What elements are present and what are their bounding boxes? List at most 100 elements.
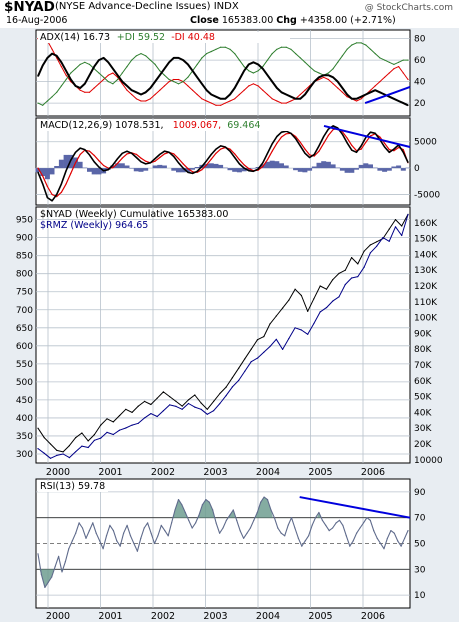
- adx-series-adx-point: [182, 59, 184, 61]
- macd-signal-line-point: [280, 136, 283, 138]
- adx-series-adx-point: [355, 98, 358, 100]
- rmz-line-point: [112, 433, 114, 436]
- macd-signal-line-point: [299, 141, 301, 143]
- nyad-line-point: [244, 358, 246, 360]
- macd-line-point: [304, 152, 306, 154]
- adx-series-di-point: [51, 96, 53, 98]
- rsi-line-point: [249, 527, 251, 529]
- macd-line-point: [341, 133, 343, 135]
- adx-series-di-point: [402, 59, 404, 61]
- rsi-legend-bg: [38, 481, 108, 492]
- price-x-label: 2001: [98, 467, 122, 478]
- rsi-line-point: [287, 524, 289, 527]
- macd-line-point: [351, 149, 353, 151]
- rsi-line-point: [236, 519, 238, 521]
- adx-series-di-point: [384, 59, 386, 61]
- adx-series-adx-point: [384, 93, 386, 96]
- rmz-line-point: [263, 351, 265, 353]
- macd-histogram-bar: [274, 161, 280, 169]
- nyad-line-point: [200, 402, 202, 404]
- macd-line-point: [257, 168, 259, 170]
- macd-histogram-bar: [302, 168, 308, 173]
- macd-line-point: [280, 131, 283, 133]
- adx-series-adx-point: [290, 96, 292, 98]
- adx-series-di-point: [201, 57, 203, 59]
- adx-series-di-point: [173, 81, 175, 83]
- price-right-tick-label: 150K: [414, 235, 438, 245]
- adx-series-adx-point: [238, 78, 240, 81]
- adx-series-adx-point: [215, 96, 217, 98]
- price-left-tick-label: 650: [16, 324, 33, 334]
- macd-line-point: [327, 128, 329, 130]
- adx-series-di-point: [168, 78, 170, 81]
- macd-line-point: [266, 152, 269, 154]
- adx-series-di-point: [384, 76, 386, 78]
- adx-series-adx-point: [252, 61, 254, 63]
- macd-histogram-bar: [391, 166, 397, 169]
- adx-series-di-point: [402, 72, 404, 74]
- adx-series-di-point: [220, 104, 222, 106]
- adx-series-di-point: [131, 93, 133, 96]
- macd-signal-line-point: [103, 164, 105, 167]
- adx-series-di-point: [327, 72, 329, 74]
- rsi-line-point: [260, 501, 262, 503]
- nyad-line-point: [294, 288, 296, 290]
- rsi-line-point: [177, 499, 180, 501]
- rmz-line-point: [93, 439, 95, 441]
- adx-series-adx-point: [313, 81, 315, 83]
- adx-series-adx-point: [149, 87, 151, 89]
- macd-histogram-bar: [386, 168, 392, 171]
- adx-series-di-point: [313, 70, 315, 72]
- rsi-trendline: [299, 496, 411, 519]
- adx-series-di-point: [280, 102, 283, 104]
- macd-histogram-bar: [129, 168, 135, 169]
- macd-signal-line-point: [229, 148, 231, 150]
- adx-series-di-point: [351, 44, 353, 46]
- macd-signal-line-point: [271, 150, 273, 152]
- macd-histogram-bar: [40, 168, 46, 176]
- adx-series-di-point: [224, 46, 226, 48]
- rsi-line-point: [47, 581, 49, 583]
- rsi-line-point: [150, 532, 152, 534]
- adx-series-adx-point: [51, 53, 53, 55]
- adx-series-adx-point: [398, 100, 400, 102]
- adx-series-di-point: [145, 100, 147, 102]
- adx-series-di-point: [177, 83, 180, 85]
- adx-series-di-point: [65, 78, 67, 81]
- rmz-line-point: [351, 277, 353, 279]
- macd-line-point: [79, 147, 81, 149]
- adx-series-di-point: [369, 48, 372, 50]
- macd-histogram-bar: [87, 168, 92, 172]
- nyad-line-point: [388, 228, 390, 230]
- rsi-line-point: [400, 545, 402, 547]
- rmz-line-point: [307, 333, 309, 335]
- macd-panel: [35, 117, 411, 206]
- adx-series-adx-point: [407, 104, 409, 106]
- macd-histogram-bar: [208, 163, 214, 168]
- adx-series-di-point: [309, 66, 311, 68]
- adx-series-di-point: [248, 70, 250, 72]
- adx-series-di-point: [337, 87, 339, 89]
- adx-series-di-point: [355, 42, 358, 44]
- adx-series-di-point: [37, 102, 39, 104]
- adx-series-adx-point: [346, 93, 348, 96]
- macd-line-point: [168, 151, 170, 153]
- rmz-line-point: [68, 457, 70, 459]
- adx-series-di-point: [332, 83, 334, 85]
- macd-line-point: [360, 145, 362, 147]
- adx-series-adx-point: [262, 68, 264, 70]
- adx-series-di-point: [280, 46, 283, 48]
- chg-pct: (+2.71%): [350, 15, 396, 26]
- macd-histogram-bar: [236, 168, 242, 173]
- adx-series-adx-point: [70, 78, 72, 81]
- macd-signal-line-point: [266, 159, 269, 161]
- macd-line-point: [107, 169, 109, 171]
- adx-series-di-point: [271, 53, 273, 55]
- macd-signal-line-point: [145, 160, 147, 162]
- adx-series-di-point: [60, 85, 63, 87]
- adx-series-adx-point: [65, 70, 67, 72]
- adx-series-di-point: [252, 83, 254, 85]
- macd-signal-line-point: [60, 191, 63, 193]
- macd-signal-line-point: [140, 157, 142, 159]
- macd-histogram-bar: [176, 168, 181, 173]
